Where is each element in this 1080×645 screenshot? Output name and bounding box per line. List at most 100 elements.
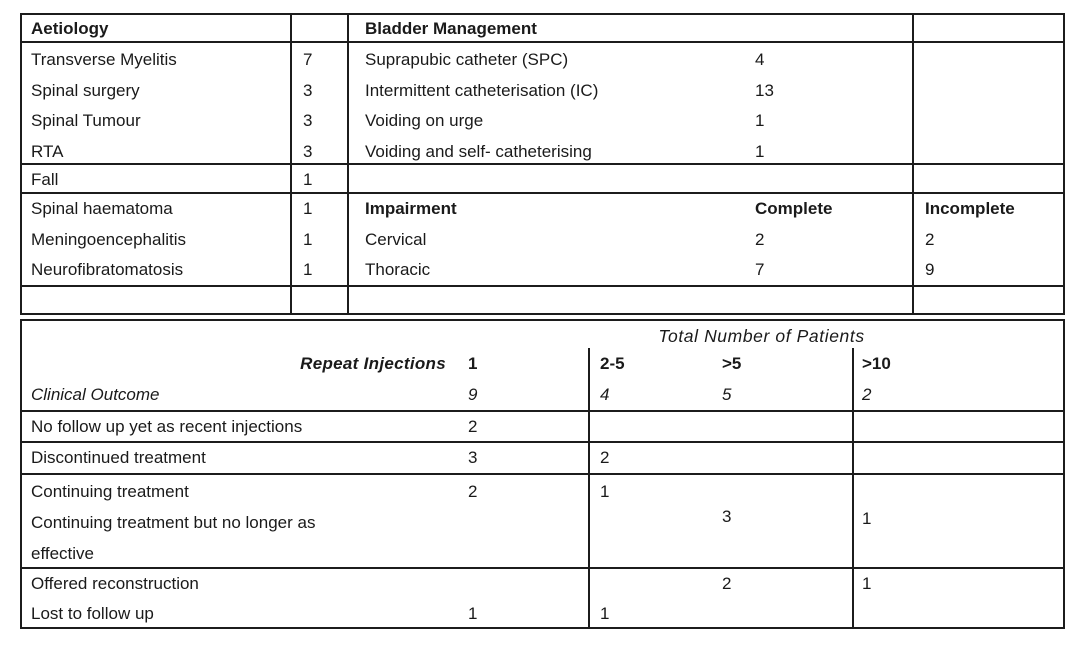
outcome-value-cell: 1 bbox=[588, 475, 710, 569]
aetiology-label: Meningoencephalitis bbox=[31, 229, 186, 249]
complete-value: 2 bbox=[755, 229, 765, 249]
empty-cell bbox=[347, 165, 755, 194]
aetiology-label-fall-cell: Fall bbox=[22, 165, 290, 194]
column-header-label: 2-5 bbox=[600, 354, 625, 373]
outcome-value: 1 bbox=[862, 574, 872, 593]
empty-cell bbox=[755, 165, 912, 194]
outcome-value: 2 bbox=[468, 417, 478, 436]
outcome-total: 2 bbox=[862, 385, 872, 404]
clinical-outcome-value-cell: 9 bbox=[460, 380, 588, 412]
outcome-value-cell: 1 bbox=[852, 475, 1063, 569]
empty-cell bbox=[347, 287, 755, 313]
column-header-gt10: >10 bbox=[852, 348, 1063, 380]
outcome-row-label: Lost to follow up bbox=[31, 604, 154, 623]
clinical-outcome-value-cell: 4 bbox=[588, 380, 710, 412]
outcome-value: 3 bbox=[722, 507, 732, 526]
column-header-label: 1 bbox=[468, 354, 478, 373]
bladder-count: 13 bbox=[755, 80, 774, 100]
outcome-total: 4 bbox=[600, 385, 610, 404]
impairment-header: Impairment bbox=[365, 199, 457, 218]
impairment-incomplete-block: Incomplete 2 9 bbox=[912, 194, 1063, 287]
bladder-label: Voiding and self- catheterising bbox=[365, 141, 592, 161]
outcome-value-cell: 2 bbox=[460, 412, 588, 443]
outcome-row-label-cell: No follow up yet as recent injections bbox=[22, 412, 460, 443]
aetiology-header-cell: Aetiology bbox=[22, 15, 290, 43]
outcome-row-label: Offered reconstruction bbox=[31, 574, 199, 593]
aetiology-counts-block: 7 3 3 3 bbox=[290, 43, 347, 165]
outcome-row-label: Continuing treatment bbox=[31, 482, 189, 501]
empty-cell bbox=[912, 15, 1063, 43]
complete-header: Complete bbox=[755, 199, 833, 218]
empty-cell bbox=[912, 287, 1063, 313]
bladder-count: 1 bbox=[755, 111, 765, 130]
empty-cell bbox=[22, 287, 290, 313]
aetiology-count-fall-cell: 1 bbox=[290, 165, 347, 194]
column-header-label: >5 bbox=[722, 354, 742, 373]
aetiology-label: RTA bbox=[31, 141, 64, 161]
bladder-label: Suprapubic catheter (SPC) bbox=[365, 50, 569, 69]
outcome-row-label-cell: Continuing treatment Continuing treatmen… bbox=[22, 475, 460, 569]
clinical-outcome-value-cell: 5 bbox=[710, 380, 852, 412]
aetiology-label: Neurofibratomatosis bbox=[31, 260, 184, 279]
outcome-row-label-cell: Offered reconstruction Lost to follow up bbox=[22, 569, 460, 627]
column-header-label: >10 bbox=[862, 354, 891, 373]
outcome-value: 2 bbox=[468, 482, 478, 501]
empty-cell bbox=[588, 412, 710, 443]
aetiology-count: 7 bbox=[303, 50, 313, 69]
aetiology-count: 1 bbox=[303, 199, 313, 218]
outcome-value: 3 bbox=[468, 448, 478, 467]
outcome-value: 2 bbox=[722, 574, 732, 593]
empty-cell bbox=[912, 43, 1063, 165]
bladder-label: Intermittent catheterisation (IC) bbox=[365, 80, 599, 100]
aetiology-label: Spinal Tumour bbox=[31, 111, 141, 130]
aetiology-count: 3 bbox=[303, 80, 313, 100]
aetiology-bladder-table: Aetiology Bladder Management Transverse … bbox=[20, 13, 1065, 315]
outcome-row-label-cell: Discontinued treatment bbox=[22, 443, 460, 475]
empty-cell bbox=[755, 287, 912, 313]
impairment-label: Thoracic bbox=[365, 260, 431, 279]
aetiology-label: Spinal surgery bbox=[31, 80, 140, 100]
outcome-value-cell: 1 bbox=[588, 569, 710, 627]
impairment-labels-block: Impairment Cervical Thoracic bbox=[347, 194, 755, 287]
outcome-row-label: Discontinued treatment bbox=[31, 448, 206, 467]
outcome-row-label: No follow up yet as recent injections bbox=[31, 417, 303, 436]
empty-cell bbox=[710, 443, 852, 475]
total-patients-title: Total Number of Patients bbox=[658, 326, 865, 346]
clinical-outcome-label: Clinical Outcome bbox=[31, 385, 160, 404]
outcome-row-label: Continuing treatment but no longer as ef… bbox=[31, 513, 316, 563]
repeat-injections-header-cell: Repeat Injections bbox=[22, 348, 460, 380]
empty-cell bbox=[290, 287, 347, 313]
aetiology-label: Spinal haematoma bbox=[31, 199, 173, 218]
clinical-outcome-value-cell: 2 bbox=[852, 380, 1063, 412]
column-header-2-5: 2-5 bbox=[588, 348, 710, 380]
empty-cell bbox=[710, 412, 852, 443]
outcome-value: 1 bbox=[468, 604, 478, 623]
outcome-total: 5 bbox=[722, 385, 732, 404]
outcome-value-cell: 2 bbox=[588, 443, 710, 475]
bladder-label: Voiding on urge bbox=[365, 111, 484, 130]
outcome-value: 1 bbox=[600, 482, 610, 501]
clinical-outcome-label-cell: Clinical Outcome bbox=[22, 380, 460, 412]
bladder-count: 1 bbox=[755, 141, 765, 161]
column-header-1: 1 bbox=[460, 348, 588, 380]
repeat-injections-label: Repeat Injections bbox=[300, 354, 446, 373]
outcome-value-cell: 2 bbox=[460, 475, 588, 569]
bladder-counts-block: 4 13 1 1 bbox=[755, 43, 912, 165]
incomplete-value: 9 bbox=[925, 260, 935, 279]
aetiology-count: 3 bbox=[303, 111, 313, 130]
aetiology-labels-block: Transverse Myelitis Spinal surgery Spina… bbox=[22, 43, 290, 165]
empty-cell bbox=[290, 15, 347, 43]
outcome-value-cell: 1 bbox=[852, 569, 1063, 627]
impairment-complete-block: Complete 2 7 bbox=[755, 194, 912, 287]
bladder-labels-block: Suprapubic catheter (SPC) Intermittent c… bbox=[347, 43, 755, 165]
clinical-outcome-table: Total Number of Patients Repeat Injectio… bbox=[20, 319, 1065, 629]
bladder-header-cell: Bladder Management bbox=[347, 15, 755, 43]
aetiology-count: 3 bbox=[303, 141, 313, 161]
outcome-value: 2 bbox=[600, 448, 610, 467]
aetiology-label: Fall bbox=[31, 170, 59, 189]
empty-cell bbox=[912, 165, 1063, 194]
bladder-management-header: Bladder Management bbox=[365, 19, 537, 38]
column-header-gt5: >5 bbox=[710, 348, 852, 380]
aetiology-count: 1 bbox=[303, 260, 313, 279]
outcome-value: 1 bbox=[862, 509, 872, 528]
